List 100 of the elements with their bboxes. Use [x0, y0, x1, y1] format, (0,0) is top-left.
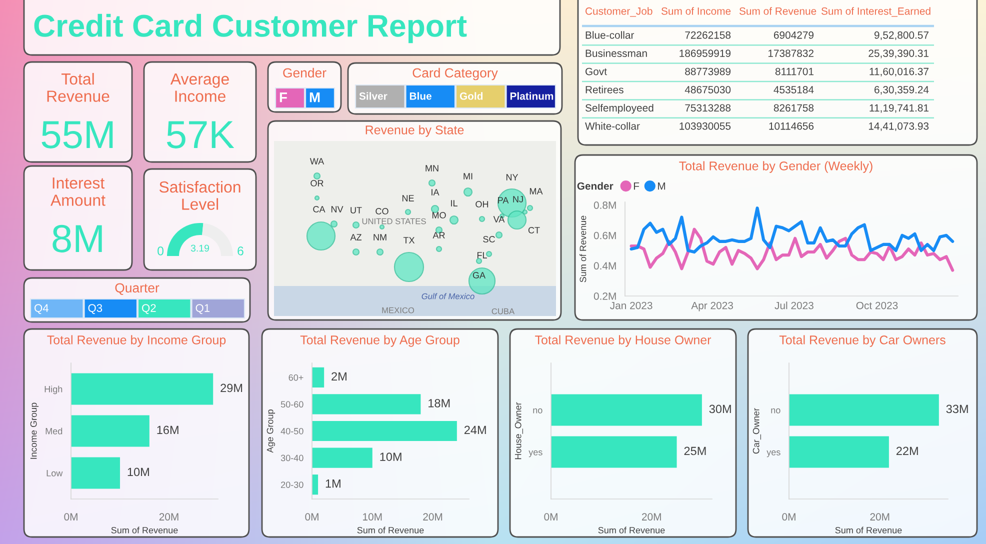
data-label: 29M: [220, 384, 242, 392]
data-label: 16M: [157, 426, 178, 434]
text: NV: [331, 206, 344, 212]
data-label: 103930055: [680, 122, 731, 130]
category-label: M: [310, 92, 320, 102]
text: Interest Amount: [50, 178, 106, 206]
text: Gulf of Mexico: [422, 293, 474, 300]
text: 55M: [42, 121, 113, 148]
text: 57K: [166, 121, 234, 148]
text: Card Category: [412, 68, 498, 80]
y-axis-title: Sum of Revenue: [580, 216, 586, 282]
text: FL: [477, 252, 487, 258]
y-axis-title: Car_Owner: [752, 408, 761, 454]
y-tick-label: 50-60: [280, 401, 304, 408]
text: MEXICO: [382, 307, 414, 314]
data-label: 14,41,073.93: [868, 122, 929, 132]
chart-title: Total Revenue by House Owner: [535, 335, 712, 347]
data-label: 4535184: [774, 86, 814, 94]
text: Total Revenue: [47, 72, 110, 102]
category-label: Silver: [359, 92, 388, 100]
text: WA: [310, 158, 324, 164]
category-label: Blue: [410, 92, 432, 100]
category-label: Q2: [142, 304, 156, 314]
text: 0: [158, 246, 164, 256]
y-tick-label: yes: [766, 450, 780, 458]
text: 6: [238, 246, 244, 256]
data-label: 30M: [709, 404, 731, 414]
x-tick-label: Oct 2023: [856, 302, 898, 310]
y-tick-label: 0.4M: [594, 262, 616, 270]
text: Credit Card Customer Report: [34, 14, 467, 44]
text: Revenue by State: [366, 125, 464, 137]
text: MN: [426, 165, 438, 172]
text: Sum of Revenue: [739, 7, 816, 15]
data-label: 17387832: [768, 50, 814, 57]
data-label: 72262158: [685, 31, 731, 39]
y-tick-label: no: [771, 408, 780, 414]
text: AR: [432, 232, 445, 238]
x-tick-label: Apr 2023: [691, 302, 733, 312]
y-tick-label: 60+: [288, 374, 304, 381]
x-tick-label: 0M: [305, 513, 318, 521]
x-tick-label: 20M: [870, 513, 890, 521]
category-label: Q4: [34, 304, 48, 314]
category-label: Q1: [196, 304, 210, 314]
data-label: 88773989: [685, 68, 731, 76]
x-tick-label: 10M: [363, 513, 382, 521]
text: CT: [528, 227, 540, 234]
data-label: 6904279: [774, 31, 814, 39]
category-label: Businessman: [586, 49, 647, 57]
text: Customer_Job: [586, 7, 652, 17]
y-tick-label: Med: [46, 428, 62, 434]
x-axis-title: Sum of Revenue: [598, 526, 665, 534]
x-tick-label: 20M: [159, 513, 178, 521]
series-label: Sum of Income: [661, 7, 731, 15]
text: IA: [432, 189, 440, 196]
data-label: 11,60,016.37: [870, 68, 928, 76]
y-tick-label: High: [44, 386, 62, 394]
text: CO: [376, 208, 388, 214]
text: MI: [464, 173, 472, 180]
text: NE: [402, 195, 414, 202]
data-label: 1M: [326, 480, 340, 488]
x-tick-label: 0M: [782, 513, 796, 521]
data-label: 75313288: [685, 104, 731, 112]
category-label: Selfemployeed: [585, 104, 654, 114]
y-tick-label: 40-50: [280, 428, 304, 434]
chart-title: Total Revenue by Gender (Weekly): [679, 161, 872, 173]
text: 8M: [52, 224, 102, 252]
legend-label: M: [658, 182, 666, 190]
text: NM: [374, 234, 386, 240]
y-tick-label: 0.2M: [594, 292, 616, 300]
chart-title: Total Revenue by Income Group: [47, 335, 226, 347]
text: IL: [451, 200, 458, 206]
legend-label: F: [634, 182, 640, 190]
y-tick-label: 20-30: [281, 482, 304, 488]
text: PA: [498, 197, 509, 204]
category-label: Platinum: [510, 92, 554, 100]
text: MA: [530, 188, 543, 194]
chart-title: Total Revenue by Car Owners: [779, 335, 946, 347]
text: MO: [432, 212, 446, 218]
text: OH: [476, 201, 488, 208]
text: NY: [506, 174, 518, 180]
text: Average Income: [170, 74, 229, 102]
x-axis-title: Sum of Revenue: [111, 526, 178, 534]
chart-title: Total Revenue by Age Group: [300, 335, 460, 347]
y-tick-label: no: [533, 408, 542, 414]
category-label: F: [280, 92, 287, 102]
y-tick-label: 0.6M: [594, 232, 616, 240]
y-tick-label: 30-40: [280, 454, 304, 462]
x-tick-label: 0M: [544, 513, 558, 521]
legend-title: Gender: [577, 182, 614, 190]
category-label: Q3: [88, 304, 102, 314]
category-label: Blue-collar: [586, 31, 634, 39]
category-label: White-collar: [585, 122, 640, 130]
text: CA: [313, 206, 326, 212]
text: OR: [310, 180, 324, 186]
text: Quarter: [115, 283, 160, 295]
text: VA: [493, 216, 505, 222]
data-label: 186959919: [680, 50, 731, 57]
data-label: 18M: [428, 399, 450, 408]
data-label: 11,19,741.81: [870, 104, 928, 113]
x-axis-title: Sum of Revenue: [835, 526, 902, 534]
